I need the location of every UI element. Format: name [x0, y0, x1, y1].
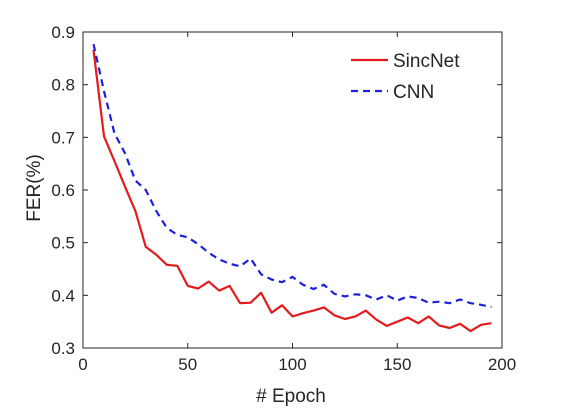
- y-tick-label: 0.5: [51, 234, 75, 253]
- x-tick-label: 150: [383, 355, 411, 374]
- x-tick-label: 0: [78, 355, 87, 374]
- x-tick-label: 200: [488, 355, 516, 374]
- x-tick-label: 50: [178, 355, 197, 374]
- x-axis-label: # Epoch: [256, 386, 326, 407]
- y-tick-label: 0.6: [51, 181, 75, 200]
- y-tick-label: 0.7: [51, 128, 75, 147]
- legend-label-sincnet: SincNet: [393, 51, 460, 72]
- y-tick-label: 0.8: [51, 76, 75, 95]
- legend: SincNet CNN: [351, 51, 460, 103]
- y-axis: 0.3 0.4 0.5 0.6 0.7 0.8 0.9: [51, 23, 502, 358]
- legend-label-cnn: CNN: [393, 82, 434, 103]
- series-line-sincnet: [92, 49, 492, 333]
- x-axis: 0 50 100 150 200: [78, 32, 516, 374]
- y-tick-label: 0.9: [51, 23, 75, 42]
- y-axis-label: FER(%): [24, 154, 45, 222]
- plot-area: [82, 31, 503, 349]
- series-line-cnn: [92, 43, 492, 308]
- y-tick-label: 0.4: [51, 286, 75, 305]
- x-tick-label: 100: [278, 355, 306, 374]
- y-tick-label: 0.3: [51, 339, 75, 358]
